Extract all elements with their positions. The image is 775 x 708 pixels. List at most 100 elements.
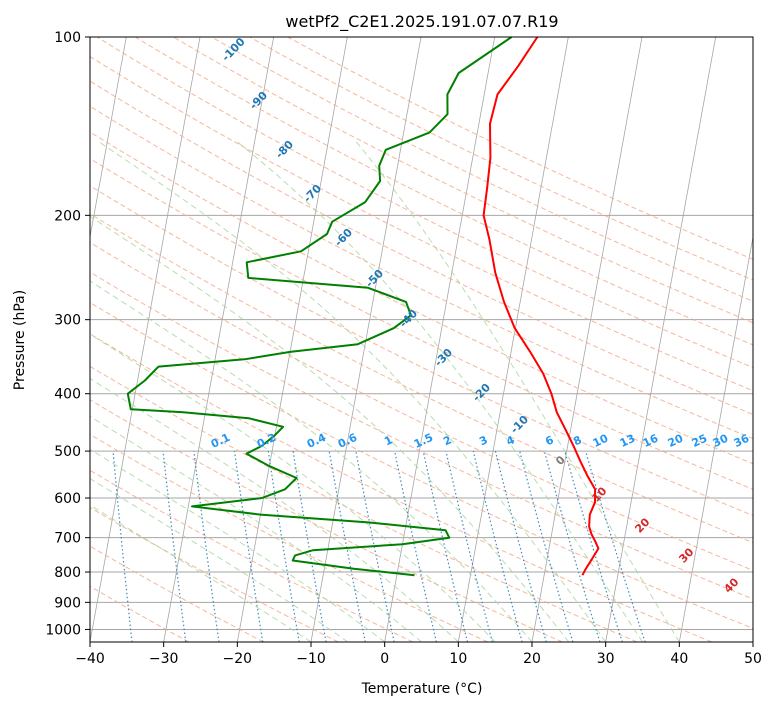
x-tick-label: 20 bbox=[523, 651, 541, 667]
moist-adiabat-line bbox=[90, 377, 459, 642]
dry-adiabat-line bbox=[90, 213, 753, 544]
mixing-ratio-label: 30 bbox=[711, 432, 731, 450]
isotherm-line bbox=[678, 234, 753, 642]
mixing-ratio-line bbox=[585, 450, 646, 642]
mixing-ratio-line bbox=[355, 450, 395, 642]
y-tick-label: 700 bbox=[54, 531, 81, 547]
dry-adiabat-line bbox=[249, 37, 753, 281]
isotherm-line bbox=[163, 37, 275, 642]
dry-adiabat-line bbox=[90, 105, 753, 440]
dry-adiabat-line bbox=[90, 131, 753, 465]
moist-adiabat-line bbox=[355, 140, 680, 642]
dry-adiabat-line bbox=[90, 185, 753, 517]
dry-adiabat-line bbox=[211, 37, 753, 302]
y-tick-label: 900 bbox=[54, 595, 81, 611]
dry-adiabat-line bbox=[134, 37, 753, 346]
dry-adiabat-label: -40 bbox=[397, 307, 420, 331]
mixing-ratio-line bbox=[543, 450, 601, 642]
dry-adiabat-line bbox=[90, 333, 712, 642]
profile-line bbox=[482, 37, 600, 576]
moist-adiabat-line bbox=[90, 504, 312, 642]
mixing-ratio-label: 1.5 bbox=[412, 431, 435, 451]
mixing-ratio-line bbox=[193, 451, 220, 642]
dry-adiabat-label: 20 bbox=[632, 515, 652, 535]
mixing-ratio-line bbox=[519, 450, 574, 642]
x-axis-label: Temperature (°C) bbox=[361, 681, 483, 697]
dry-adiabat-line bbox=[90, 433, 488, 642]
y-tick-label: 800 bbox=[54, 565, 81, 581]
dry-adiabat-line bbox=[90, 271, 753, 600]
chart-series bbox=[126, 37, 600, 577]
x-tick-label: −10 bbox=[296, 651, 326, 667]
dry-adiabat-line bbox=[90, 158, 753, 490]
profile-line bbox=[126, 37, 513, 577]
isotherm-line bbox=[90, 37, 127, 240]
dry-adiabat-line bbox=[90, 80, 753, 416]
x-tick-label: 30 bbox=[597, 651, 615, 667]
x-tick-label: 40 bbox=[670, 651, 688, 667]
mixing-ratio-label: 16 bbox=[641, 432, 661, 450]
moist-adiabat-line bbox=[90, 415, 422, 642]
mixing-ratio-line bbox=[422, 450, 469, 642]
mixing-ratio-label: 3 bbox=[477, 433, 489, 448]
isotherm-line bbox=[531, 37, 643, 642]
mixing-ratio-label: 36 bbox=[732, 432, 752, 450]
mixing-ratio-line bbox=[564, 450, 623, 642]
moist-adiabat-line bbox=[236, 140, 643, 642]
dry-adiabat-label: -30 bbox=[432, 346, 455, 370]
dry-adiabat-line bbox=[90, 545, 264, 642]
dry-adiabat-line bbox=[90, 365, 638, 642]
x-tick-label: −20 bbox=[223, 651, 253, 667]
isotherm-line bbox=[752, 639, 753, 642]
moist-adiabat-line bbox=[90, 215, 570, 642]
mixing-ratio-line bbox=[394, 450, 437, 642]
dry-adiabat-label: -70 bbox=[301, 182, 324, 206]
mixing-ratio-label: 0.2 bbox=[255, 431, 278, 451]
dry-adiabat-line bbox=[90, 241, 753, 571]
dry-adiabat-line bbox=[90, 399, 563, 642]
dry-adiabat-label: 40 bbox=[721, 575, 741, 595]
isotherm-line bbox=[457, 37, 569, 642]
mixing-ratio-label: 20 bbox=[666, 432, 686, 450]
mixing-ratio-line bbox=[472, 450, 523, 642]
mixing-ratio-label: 0.6 bbox=[336, 431, 359, 451]
dry-adiabat-label: -10 bbox=[508, 413, 531, 437]
y-tick-label: 1000 bbox=[45, 622, 81, 638]
mixing-ratio-label: 6 bbox=[543, 433, 556, 448]
dry-adiabat-line bbox=[90, 585, 190, 642]
moist-adiabat-line bbox=[97, 140, 607, 642]
x-tick-label: 10 bbox=[449, 651, 467, 667]
x-axis: −40 −30 −20 −10 0 10 20 30 40 50 bbox=[75, 642, 762, 667]
y-tick-label: 300 bbox=[54, 313, 81, 329]
y-tick-label: 600 bbox=[54, 491, 81, 507]
moist-adiabat-line bbox=[90, 477, 349, 642]
dry-adiabat-label: -20 bbox=[470, 381, 493, 405]
dry-adiabat-line bbox=[287, 37, 753, 260]
y-tick-label: 500 bbox=[54, 444, 81, 460]
dry-adiabat-line bbox=[90, 301, 753, 630]
isotherm-line bbox=[90, 37, 201, 642]
dry-adiabat-line bbox=[90, 506, 339, 642]
moist-adiabat-line bbox=[90, 280, 533, 642]
isotherm-line bbox=[605, 37, 717, 642]
chart-title: wetPf2_C2E1.2025.191.07.07.R19 bbox=[285, 12, 558, 32]
mixing-ratio-label: 0.1 bbox=[209, 431, 232, 451]
mixing-ratio-label: 10 bbox=[591, 432, 611, 450]
isotherm-line bbox=[236, 37, 348, 642]
dry-adiabat-label: -90 bbox=[247, 89, 270, 113]
mixing-ratio-label: 1 bbox=[382, 433, 394, 448]
plot-frame bbox=[89, 36, 754, 643]
y-tick-label: 100 bbox=[54, 30, 81, 46]
mixing-ratio-line bbox=[292, 451, 327, 642]
x-tick-label: 50 bbox=[744, 651, 762, 667]
y-tick-label: 400 bbox=[54, 387, 81, 403]
mixing-ratio-line bbox=[162, 451, 187, 642]
mixing-ratio-line bbox=[445, 450, 493, 642]
mixing-ratio-label: 13 bbox=[618, 432, 637, 450]
mixing-ratio-line bbox=[112, 451, 133, 642]
x-tick-label: 0 bbox=[380, 651, 389, 667]
x-tick-label: −30 bbox=[149, 651, 179, 667]
y-tick-label: 200 bbox=[54, 208, 81, 224]
y-axis: 100 200 300 400 500 600 700 800 900 1000 bbox=[45, 30, 90, 638]
